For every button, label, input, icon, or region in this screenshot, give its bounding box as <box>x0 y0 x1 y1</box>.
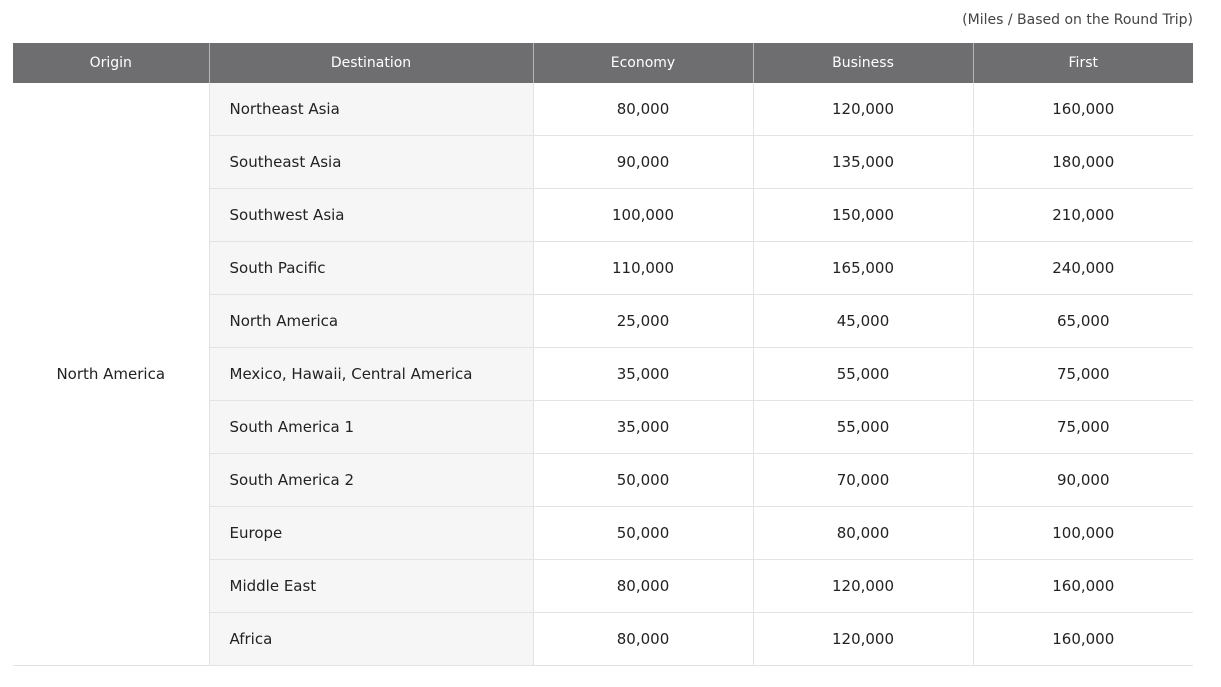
destination-cell: Europe <box>208 506 533 560</box>
first-cell: 75,000 <box>972 347 1193 401</box>
header-destination: Destination <box>208 43 533 83</box>
economy-cell: 80,000 <box>532 559 753 613</box>
destination-cell: Southwest Asia <box>208 188 533 242</box>
first-cell: 210,000 <box>972 188 1193 242</box>
economy-cell: 100,000 <box>532 188 753 242</box>
business-cell: 45,000 <box>752 294 973 348</box>
first-cell: 100,000 <box>972 506 1193 560</box>
business-cell: 55,000 <box>752 400 973 454</box>
first-cell: 75,000 <box>972 400 1193 454</box>
origin-cell: North America <box>13 83 209 666</box>
first-cell: 160,000 <box>972 559 1193 613</box>
unit-note: (Miles / Based on the Round Trip) <box>962 12 1193 28</box>
business-cell: 150,000 <box>752 188 973 242</box>
business-cell: 120,000 <box>752 559 973 613</box>
header-row: Origin Destination Economy Business Firs… <box>13 43 1193 83</box>
first-cell: 65,000 <box>972 294 1193 348</box>
business-cell: 120,000 <box>752 83 973 136</box>
economy-cell: 80,000 <box>532 83 753 136</box>
destination-cell: Middle East <box>208 559 533 613</box>
table-header: Origin Destination Economy Business Firs… <box>13 43 1193 83</box>
award-chart-table: Origin Destination Economy Business Firs… <box>13 43 1193 666</box>
table-row: South Pacific 110,000 165,000 240,000 <box>13 241 1193 295</box>
first-cell: 90,000 <box>972 453 1193 507</box>
table-row: North America 25,000 45,000 65,000 <box>13 294 1193 348</box>
destination-cell: South America 2 <box>208 453 533 507</box>
header-business: Business <box>752 43 973 83</box>
first-cell: 240,000 <box>972 241 1193 295</box>
economy-cell: 35,000 <box>532 347 753 401</box>
business-cell: 135,000 <box>752 135 973 189</box>
table-row: South America 2 50,000 70,000 90,000 <box>13 453 1193 507</box>
economy-cell: 80,000 <box>532 612 753 666</box>
table-body: North America Northeast Asia 80,000 120,… <box>13 83 1193 666</box>
table-row: Southeast Asia 90,000 135,000 180,000 <box>13 135 1193 189</box>
economy-cell: 35,000 <box>532 400 753 454</box>
business-cell: 55,000 <box>752 347 973 401</box>
destination-cell: Africa <box>208 612 533 666</box>
first-cell: 160,000 <box>972 83 1193 136</box>
first-cell: 180,000 <box>972 135 1193 189</box>
destination-cell: North America <box>208 294 533 348</box>
destination-cell: South America 1 <box>208 400 533 454</box>
table-row: Europe 50,000 80,000 100,000 <box>13 506 1193 560</box>
economy-cell: 90,000 <box>532 135 753 189</box>
business-cell: 80,000 <box>752 506 973 560</box>
table-row: Mexico, Hawaii, Central America 35,000 5… <box>13 347 1193 401</box>
destination-cell: Southeast Asia <box>208 135 533 189</box>
table-row: Middle East 80,000 120,000 160,000 <box>13 559 1193 613</box>
table-row: Africa 80,000 120,000 160,000 <box>13 612 1193 666</box>
economy-cell: 50,000 <box>532 506 753 560</box>
header-origin: Origin <box>13 43 209 83</box>
economy-cell: 50,000 <box>532 453 753 507</box>
business-cell: 120,000 <box>752 612 973 666</box>
first-cell: 160,000 <box>972 612 1193 666</box>
table-row: Southwest Asia 100,000 150,000 210,000 <box>13 188 1193 242</box>
business-cell: 70,000 <box>752 453 973 507</box>
table-row: South America 1 35,000 55,000 75,000 <box>13 400 1193 454</box>
header-economy: Economy <box>532 43 753 83</box>
destination-cell: South Pacific <box>208 241 533 295</box>
economy-cell: 25,000 <box>532 294 753 348</box>
table-row: North America Northeast Asia 80,000 120,… <box>13 83 1193 666</box>
business-cell: 165,000 <box>752 241 973 295</box>
economy-cell: 110,000 <box>532 241 753 295</box>
header-first: First <box>972 43 1193 83</box>
destination-cell: Mexico, Hawaii, Central America <box>208 347 533 401</box>
destination-cell: Northeast Asia <box>208 83 533 136</box>
